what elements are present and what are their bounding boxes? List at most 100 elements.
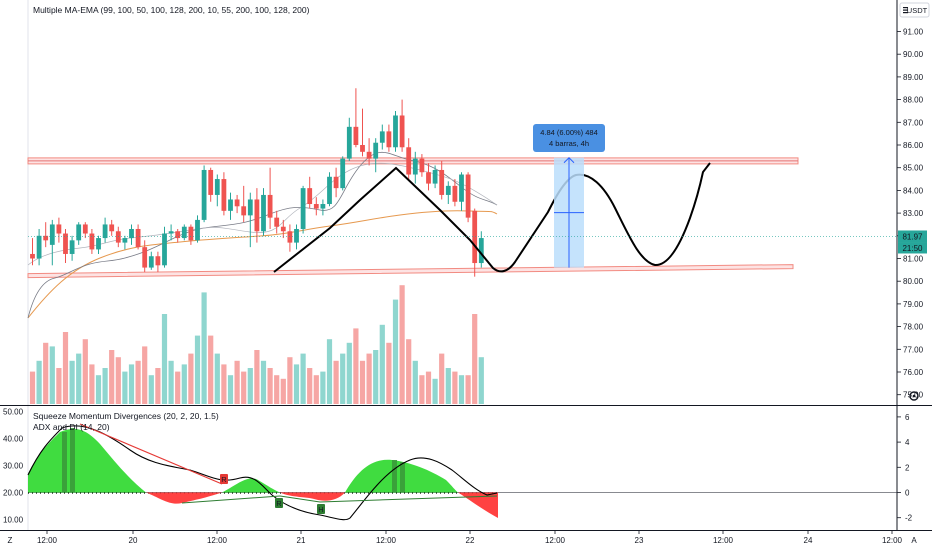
- candle-body: [459, 174, 464, 202]
- squeeze-momentum-title[interactable]: Squeeze Momentum Divergences (20, 2, 20,…: [33, 411, 219, 421]
- gear-icon[interactable]: [909, 391, 919, 401]
- momentum-positive-area: [28, 428, 146, 493]
- candle-body: [439, 169, 445, 195]
- volume-bar: [161, 314, 168, 404]
- volume-bar: [194, 335, 201, 404]
- volume-bar: [115, 357, 121, 404]
- volume-bar: [406, 339, 412, 404]
- volume-bar: [373, 350, 379, 404]
- volume-bar: [254, 350, 260, 404]
- candle-body: [96, 238, 101, 250]
- volume-bar: [478, 357, 484, 404]
- candle-body: [115, 231, 121, 243]
- divergence-marker-bullish: [317, 504, 325, 514]
- momentum-dark-bar: [392, 460, 397, 492]
- menu-icon: [903, 7, 908, 9]
- price-axis-label: 77.00: [903, 345, 924, 354]
- volume-bar: [155, 368, 161, 404]
- candle-body: [280, 226, 286, 232]
- countdown-label: 21:50: [902, 244, 923, 253]
- volume-bar: [439, 353, 445, 404]
- adx-axis-label: 20.00: [3, 489, 24, 498]
- candle-body: [56, 224, 62, 234]
- candle-body: [327, 176, 332, 205]
- volume-bar: [326, 339, 333, 404]
- divergence-marker-label: R: [276, 499, 282, 508]
- volume-bar: [227, 375, 234, 404]
- volume-bar: [412, 360, 418, 404]
- candlesticks: [30, 88, 484, 277]
- volume-bar: [452, 371, 458, 404]
- divergence-marker-bearish: [220, 474, 228, 484]
- time-axis[interactable]: 12:00 20 12:00 21 12:00 22 12:00 23 12:00 24 12:00: [37, 530, 903, 545]
- volume-bar: [340, 353, 346, 404]
- price-axis-label: 88.00: [903, 96, 924, 105]
- momentum-dark-bar: [62, 432, 67, 492]
- momentum-dark-bar: [400, 462, 405, 492]
- candle-body: [30, 253, 35, 259]
- volume-bar: [89, 364, 95, 404]
- candle-body: [465, 174, 471, 218]
- volume-bar: [188, 353, 194, 404]
- candle-body: [155, 256, 161, 266]
- adx-di-title[interactable]: ADX and DI (14, 20): [33, 422, 110, 432]
- candle-body: [234, 199, 240, 207]
- candle-body: [452, 185, 458, 202]
- candle-body: [129, 228, 134, 239]
- volume-bar: [313, 375, 319, 404]
- candle-body: [419, 158, 425, 173]
- candle-body: [366, 151, 372, 159]
- volume-bar: [62, 332, 69, 404]
- volume-bar: [432, 378, 438, 404]
- candle-body: [247, 199, 253, 216]
- price-axis-label: 85.00: [903, 164, 924, 173]
- candle-body: [300, 188, 306, 229]
- candle-body: [340, 158, 346, 189]
- candle-body: [346, 126, 352, 159]
- candle-body: [89, 233, 95, 250]
- volume-bar: [49, 346, 55, 404]
- volume-bar: [168, 360, 174, 404]
- candle-body: [175, 231, 181, 239]
- divergence-marker-label: H: [318, 505, 323, 514]
- gear-icon-ring: [909, 391, 919, 401]
- adx-axis-label: 40.00: [3, 435, 24, 444]
- candle-body: [412, 158, 418, 175]
- volume-bar: [181, 364, 187, 404]
- currency-selector[interactable]: USDT: [899, 2, 930, 18]
- volume-bar: [43, 342, 49, 404]
- candle-body: [333, 176, 339, 189]
- candle-body: [69, 240, 75, 254]
- candle-body: [267, 194, 273, 218]
- candle-body: [162, 233, 167, 266]
- candle-body: [406, 147, 412, 175]
- time-axis-label: 20: [129, 536, 138, 545]
- candle-body: [373, 142, 379, 159]
- price-axis-label: 76.00: [903, 368, 924, 377]
- bullish-divergence-line: [181, 495, 281, 504]
- indicator-pane: 50.00 40.00 30.00 20.00 10.00 6 4 2 0 -2 R R H: [3, 408, 913, 525]
- time-axis-label: 12:00: [207, 536, 228, 545]
- timezone-corner[interactable]: Z: [8, 536, 13, 545]
- candle-body: [109, 224, 115, 232]
- volume-bar: [359, 360, 366, 404]
- indicator-title[interactable]: Multiple MA-EMA (99, 100, 50, 100, 128, …: [33, 5, 310, 15]
- volume-bar: [465, 375, 471, 404]
- volume-bar: [56, 368, 62, 404]
- momentum-dark-bar: [70, 428, 75, 492]
- measure-tool[interactable]: 4.84 (6.00%) 484 4 barras, 4h: [533, 124, 605, 268]
- support-zone[interactable]: [27, 264, 794, 279]
- drawn-pattern-path[interactable]: [273, 162, 711, 273]
- candle-body: [320, 204, 326, 209]
- price-axis[interactable]: 91.00 90.00 89.00 88.00 87.00 86.00 85.00 84.00…: [28, 28, 927, 401]
- time-axis-label: 22: [466, 536, 475, 545]
- volume-bar: [221, 364, 227, 404]
- candle-body: [399, 115, 405, 148]
- auto-scale-toggle[interactable]: A: [911, 536, 917, 545]
- drawn-pattern[interactable]: [273, 162, 711, 273]
- bullish-divergence-line: [279, 495, 321, 503]
- volume-bar: [142, 346, 148, 404]
- time-axis-label: 24: [804, 536, 813, 545]
